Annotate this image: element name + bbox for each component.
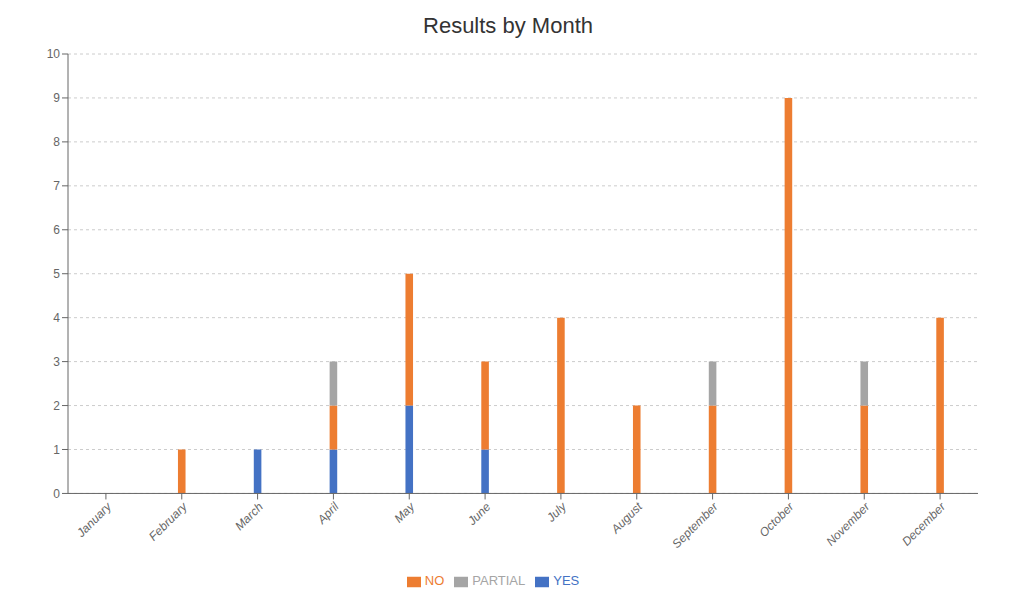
svg-text:9: 9	[53, 91, 60, 105]
html-text:Results by Month: Results by Month	[423, 13, 593, 38]
html-text:NO: NO	[424, 573, 445, 589]
html-text:PARTIAL: PARTIAL	[472, 573, 526, 589]
svg-text:December: December	[899, 499, 949, 549]
svg-text:February: February	[146, 499, 191, 544]
svg-text:5: 5	[53, 267, 60, 281]
svg-text:May: May	[391, 499, 418, 526]
svg-text:4: 4	[53, 311, 60, 325]
svg-text:June: June	[464, 499, 493, 528]
svg-text:10: 10	[47, 47, 61, 61]
svg-text:April: April	[314, 499, 342, 527]
svg-text:1: 1	[53, 443, 60, 457]
svg-text:0: 0	[53, 487, 60, 501]
svg-text:August: August	[608, 499, 645, 536]
svg-text:2: 2	[53, 399, 60, 413]
svg-text:January: January	[73, 499, 115, 541]
svg-text:July: July	[543, 499, 569, 525]
svg-text:October: October	[756, 499, 797, 540]
svg-text:6: 6	[53, 223, 60, 237]
svg-text:September: September	[669, 499, 721, 551]
svg-text:7: 7	[53, 179, 60, 193]
svg-text:March: March	[232, 499, 266, 533]
svg-text:November: November	[823, 499, 873, 549]
html-text:YES: YES	[553, 573, 580, 589]
svg-text:8: 8	[53, 135, 60, 149]
svg-text:3: 3	[53, 355, 60, 369]
